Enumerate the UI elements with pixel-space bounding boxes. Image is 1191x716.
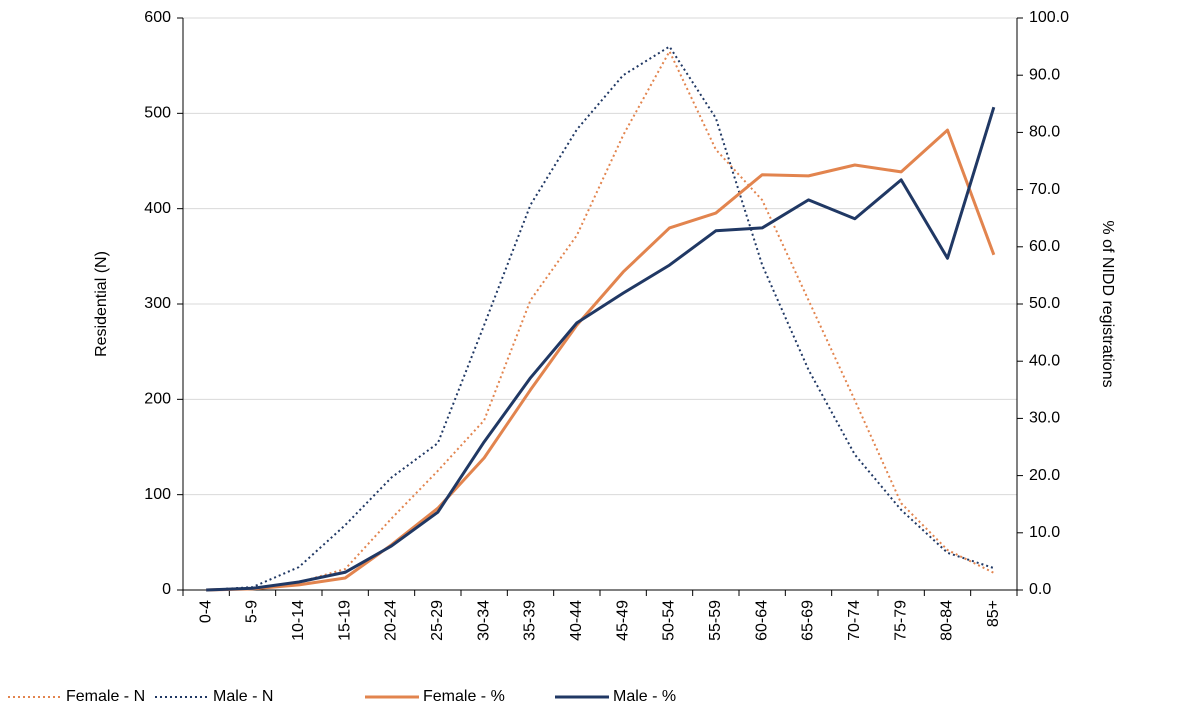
x-tick-label: 35-39 xyxy=(522,600,539,641)
y2-tick-label: 20.0 xyxy=(1029,467,1060,484)
y2-tick-label: 30.0 xyxy=(1029,410,1060,427)
y-tick-label: 400 xyxy=(144,200,171,217)
series-line xyxy=(206,106,996,592)
y-axis-title: Residential (N) xyxy=(93,251,110,357)
series-line xyxy=(206,50,995,591)
y2-tick-label: 50.0 xyxy=(1029,295,1060,312)
y-tick-label: 100 xyxy=(144,486,171,503)
y-tick-label: 300 xyxy=(144,295,171,312)
y2-tick-label: 100.0 xyxy=(1029,9,1069,26)
x-tick-label: 45-49 xyxy=(614,600,631,641)
x-tick-label: 80-84 xyxy=(939,600,956,641)
legend-label: Female - % xyxy=(423,688,505,705)
y-tick-label: 500 xyxy=(144,105,171,122)
series-line xyxy=(206,45,995,591)
legend-label: Female - N xyxy=(66,688,145,705)
x-tick-label: 55-59 xyxy=(707,600,724,641)
x-tick-label: 0-4 xyxy=(197,600,214,623)
x-tick-label: 65-69 xyxy=(800,600,817,641)
x-tick-label: 30-34 xyxy=(475,600,492,641)
x-tick-label: 15-19 xyxy=(336,600,353,641)
x-tick-label: 85+ xyxy=(985,600,1002,627)
y2-tick-label: 70.0 xyxy=(1029,181,1060,198)
y2-tick-label: 40.0 xyxy=(1029,352,1060,369)
x-tick-label: 40-44 xyxy=(568,600,585,641)
x-tick-label: 5-9 xyxy=(244,600,261,623)
legend-label: Male - % xyxy=(613,688,676,705)
x-tick-label: 75-79 xyxy=(892,600,909,641)
legend-label: Male - N xyxy=(213,688,273,705)
y-tick-label: 0 xyxy=(162,581,171,598)
y2-tick-label: 60.0 xyxy=(1029,238,1060,255)
y-tick-label: 200 xyxy=(144,391,171,408)
x-tick-label: 60-64 xyxy=(753,600,770,641)
y2-tick-label: 10.0 xyxy=(1029,524,1060,541)
x-tick-label: 25-29 xyxy=(429,600,446,641)
y-tick-label: 600 xyxy=(144,9,171,26)
y2-tick-label: 0.0 xyxy=(1029,581,1051,598)
x-tick-label: 20-24 xyxy=(383,600,400,641)
y2-tick-label: 90.0 xyxy=(1029,66,1060,83)
x-tick-label: 10-14 xyxy=(290,600,307,641)
y2-axis-title: % of NIDD registrations xyxy=(1099,220,1116,387)
y2-tick-label: 80.0 xyxy=(1029,124,1060,141)
x-tick-label: 50-54 xyxy=(661,600,678,641)
x-tick-label: 70-74 xyxy=(846,600,863,641)
series-line xyxy=(206,128,996,592)
